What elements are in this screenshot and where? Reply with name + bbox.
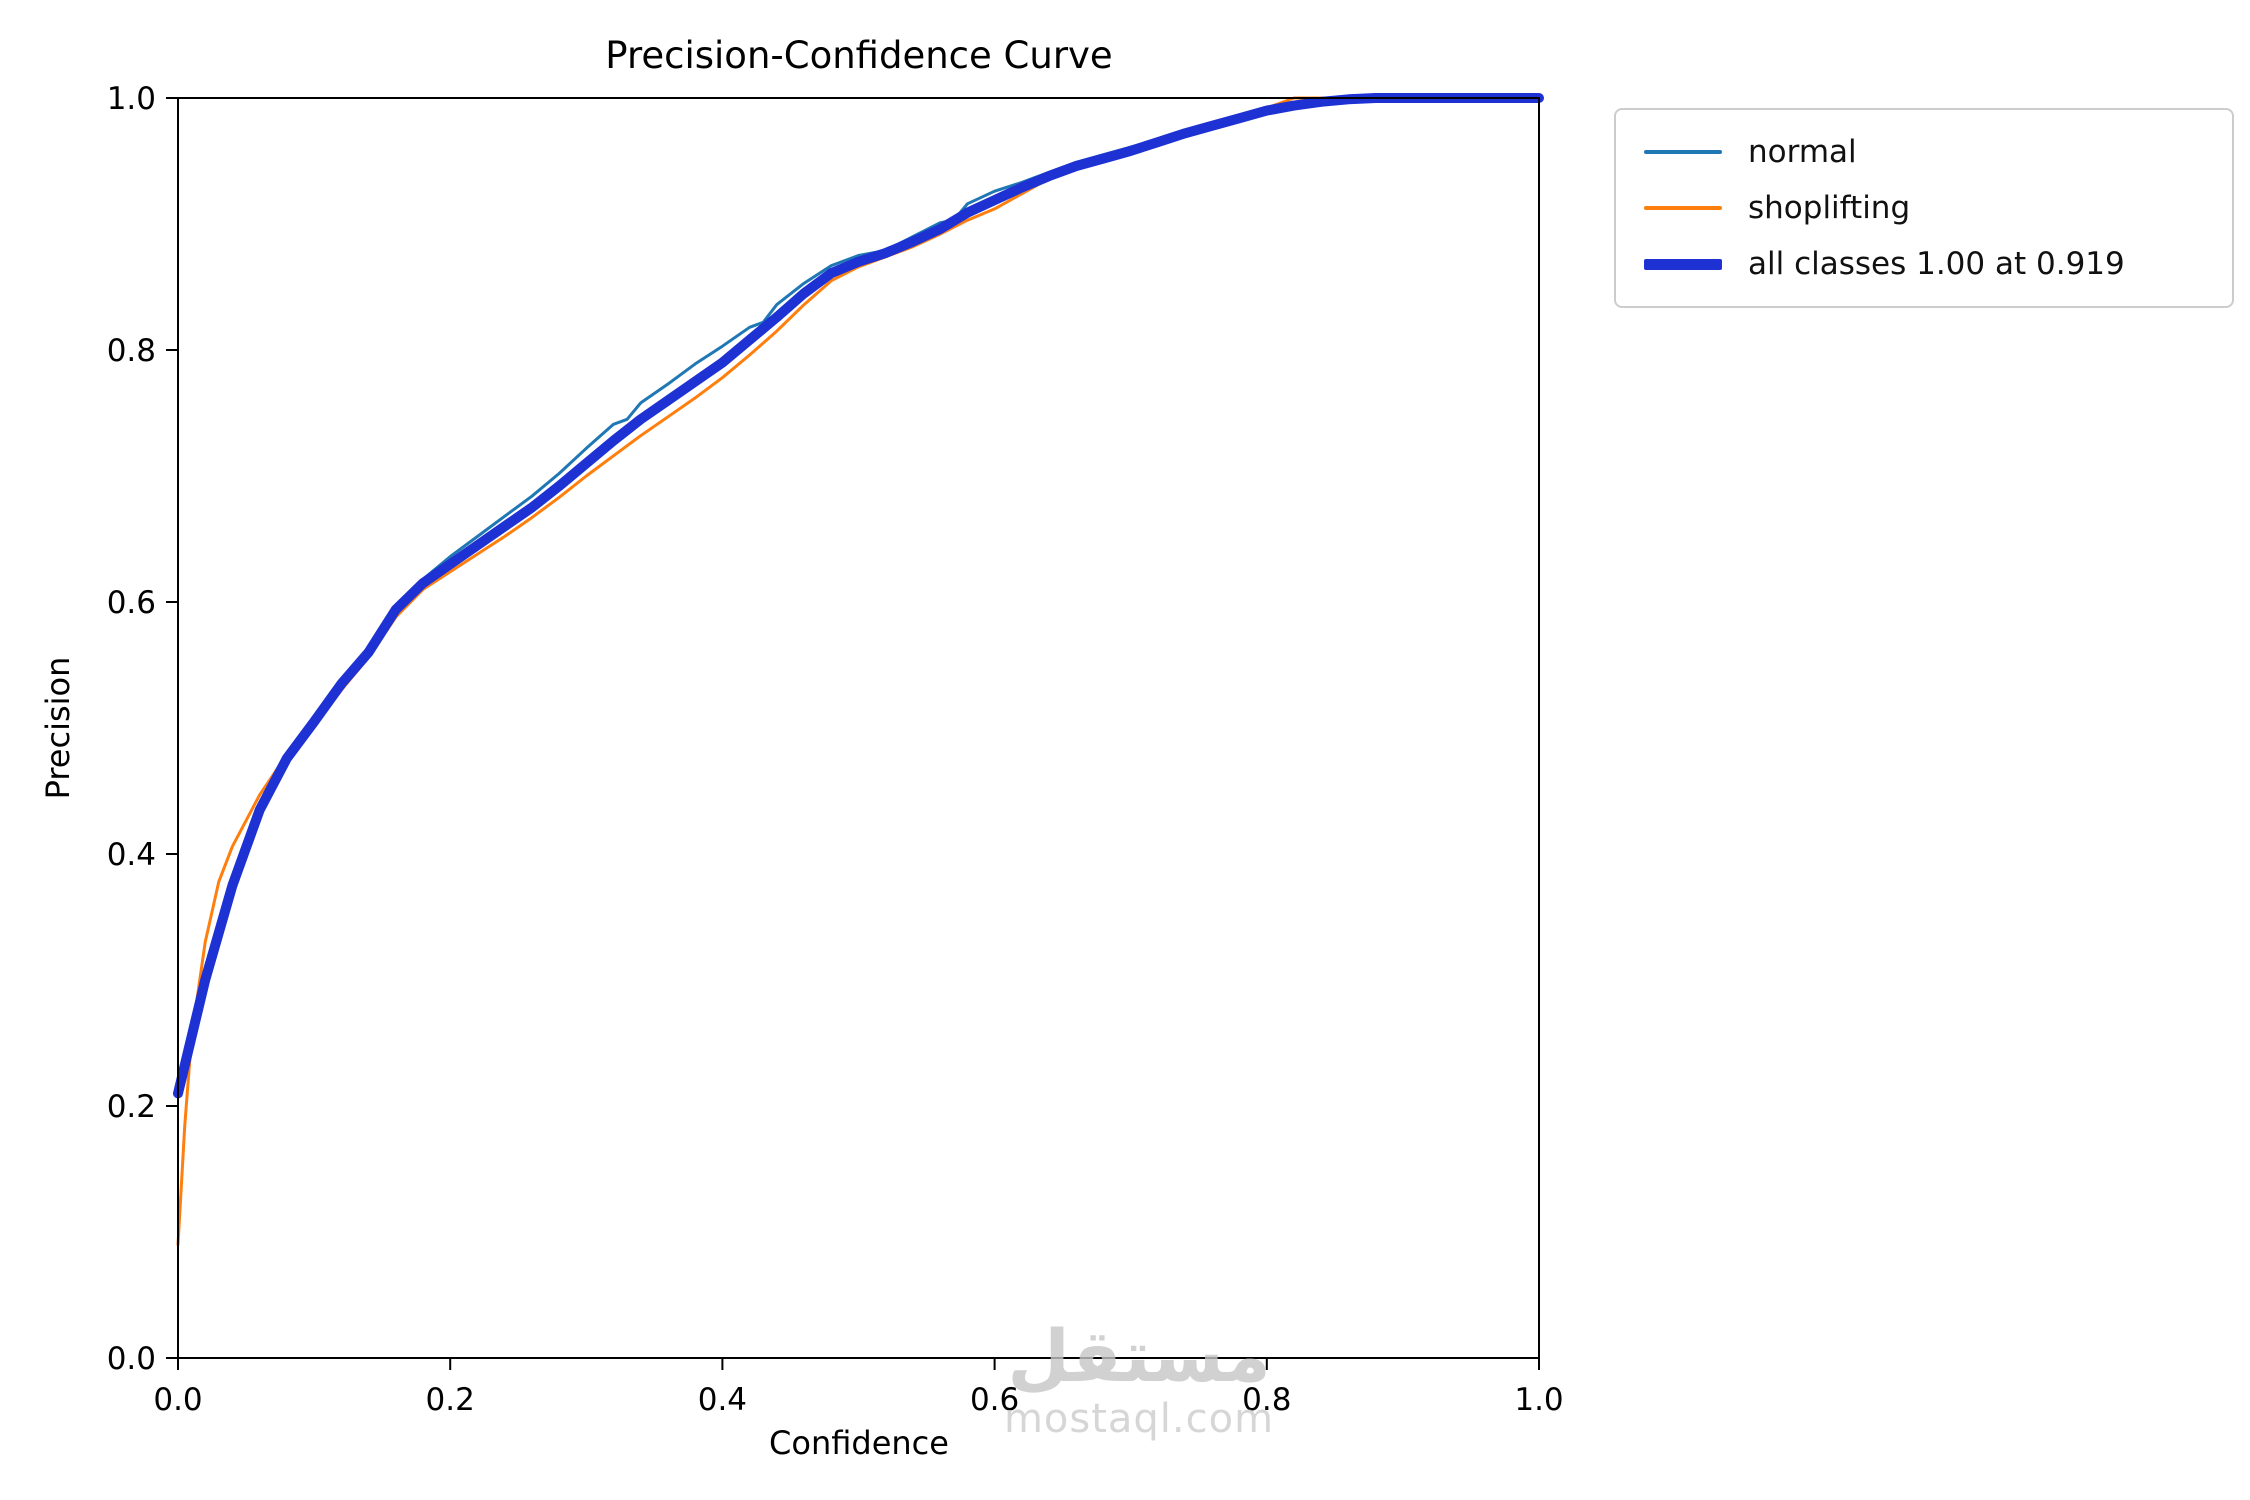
x-tick-label: 0.2 xyxy=(426,1382,475,1418)
legend-item-2: all classes 1.00 at 0.919 xyxy=(1644,246,2204,282)
series-line-0 xyxy=(176,96,1541,1095)
y-axis-label: Precision xyxy=(39,656,77,800)
legend-line-swatch xyxy=(1644,150,1722,154)
legend-line-swatch xyxy=(1644,258,1722,270)
x-tick-label: 0.6 xyxy=(970,1382,1019,1418)
x-tick-label: 1.0 xyxy=(1514,1382,1563,1418)
y-tick-label: 0.8 xyxy=(107,333,156,369)
series-line-2 xyxy=(173,93,1544,1099)
y-tick-label: 0.0 xyxy=(107,1341,156,1377)
legend-item-0: normal xyxy=(1644,134,2204,170)
y-tick-label: 1.0 xyxy=(107,81,156,117)
y-tick-label: 0.2 xyxy=(107,1089,156,1125)
x-tick-label: 0.8 xyxy=(1242,1382,1291,1418)
axes-frame xyxy=(177,97,1540,1359)
chart-title: Precision-Confidence Curve xyxy=(605,34,1113,77)
legend-label: shoplifting xyxy=(1748,190,1911,226)
legend-label: normal xyxy=(1748,134,1857,170)
y-tick-label: 0.4 xyxy=(107,837,156,873)
x-tick-label: 0.4 xyxy=(698,1382,747,1418)
y-tick-label: 0.6 xyxy=(107,585,156,621)
x-tick-label: 0.0 xyxy=(153,1382,202,1418)
legend-item-1: shoplifting xyxy=(1644,190,2204,226)
legend-label: all classes 1.00 at 0.919 xyxy=(1748,246,2125,282)
x-axis-label: Confidence xyxy=(769,1424,949,1462)
legend: normal shoplifting all classes 1.00 at 0.9… xyxy=(1614,108,2234,308)
series-line-1 xyxy=(176,96,1541,1247)
legend-line-swatch xyxy=(1644,206,1722,210)
